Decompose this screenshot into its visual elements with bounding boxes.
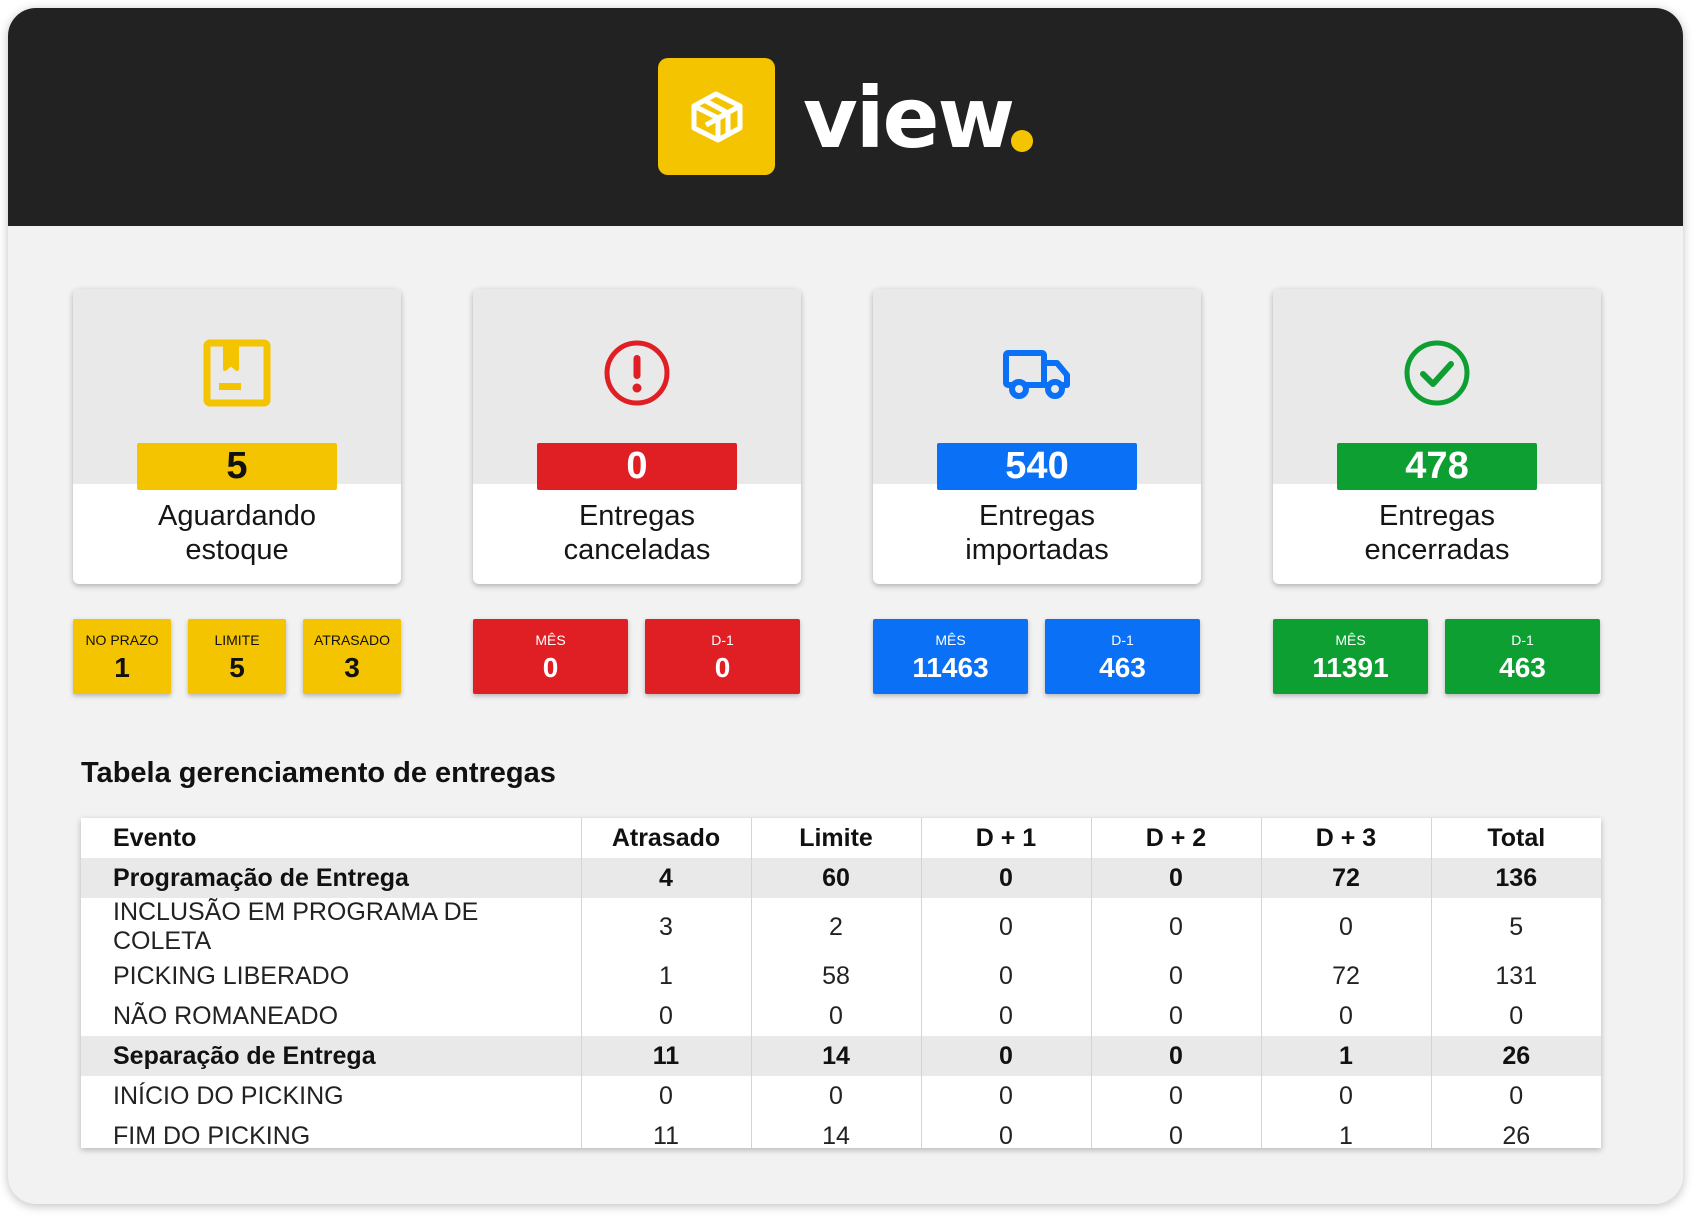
package-box-icon — [203, 339, 271, 407]
col-header-d1: D + 1 — [920, 818, 1091, 858]
table-row[interactable]: INCLUSÃO EM PROGRAMA DE COLETA 3 2 0 0 0… — [81, 898, 1601, 956]
card-label: Entregas canceladas — [563, 500, 711, 566]
card-entregas-canceladas: 0 Entregas canceladas — [473, 289, 801, 584]
table-row[interactable]: PICKING LIBERADO 1 58 0 0 72 131 — [81, 956, 1601, 996]
table-row-group[interactable]: Separação de Entrega 11 14 0 0 1 26 — [81, 1036, 1601, 1076]
sub-d-1: D-1 0 — [645, 619, 800, 694]
table-title: Tabela gerenciamento de entregas — [81, 757, 556, 789]
dashboard-frame: view 5 Aguardando estoque 0 Entregas can… — [8, 8, 1683, 1204]
brand-name: view — [803, 69, 1015, 167]
table-row[interactable]: NÃO ROMANEADO 0 0 0 0 0 0 — [81, 996, 1601, 1036]
card-label: Aguardando estoque — [157, 500, 317, 566]
check-circle-icon — [1404, 340, 1470, 406]
col-header-atrasado: Atrasado — [580, 818, 751, 858]
table-row[interactable]: INÍCIO DO PICKING 0 0 0 0 0 0 — [81, 1076, 1601, 1116]
sub-mes: MÊS 11391 — [1273, 619, 1428, 694]
card-entregas-encerradas: 478 Entregas encerradas — [1273, 289, 1601, 584]
table-row-group[interactable]: Programação de Entrega 4 60 0 0 72 136 — [81, 858, 1601, 898]
sub-d-1: D-1 463 — [1445, 619, 1600, 694]
brand-dot — [1011, 130, 1033, 152]
card-aguardando-estoque: 5 Aguardando estoque — [73, 289, 401, 584]
table-row[interactable]: FIM DO PICKING 11 14 0 0 1 26 — [81, 1116, 1601, 1148]
col-header-d3: D + 3 — [1260, 818, 1431, 858]
col-header-evento: Evento — [113, 823, 197, 852]
card-value: 478 — [1337, 443, 1537, 490]
card-entregas-importadas: 540 Entregas importadas — [873, 289, 1201, 584]
table-header-row: Evento Atrasado Limite D + 1 D + 2 D + 3… — [81, 818, 1601, 858]
sub-atrasado: ATRASADO 3 — [303, 619, 401, 694]
sub-limite: LIMITE 5 — [188, 619, 286, 694]
alert-circle-icon — [604, 340, 670, 406]
logo-icon — [658, 58, 775, 175]
truck-icon — [1003, 350, 1070, 399]
col-header-total: Total — [1430, 818, 1601, 858]
card-value: 0 — [537, 443, 737, 490]
card-value: 5 — [137, 443, 337, 490]
delivery-table: Evento Atrasado Limite D + 1 D + 2 D + 3… — [81, 818, 1601, 1148]
card-label: Entregas importadas — [965, 500, 1109, 566]
card-label: Entregas encerradas — [1364, 500, 1510, 566]
sub-no-prazo: NO PRAZO 1 — [73, 619, 171, 694]
sub-d-1: D-1 463 — [1045, 619, 1200, 694]
sub-mes: MÊS 0 — [473, 619, 628, 694]
col-header-limite: Limite — [750, 818, 921, 858]
sub-mes: MÊS 11463 — [873, 619, 1028, 694]
col-header-d2: D + 2 — [1090, 818, 1261, 858]
card-value: 540 — [937, 443, 1137, 490]
header-bar: view — [8, 8, 1683, 226]
